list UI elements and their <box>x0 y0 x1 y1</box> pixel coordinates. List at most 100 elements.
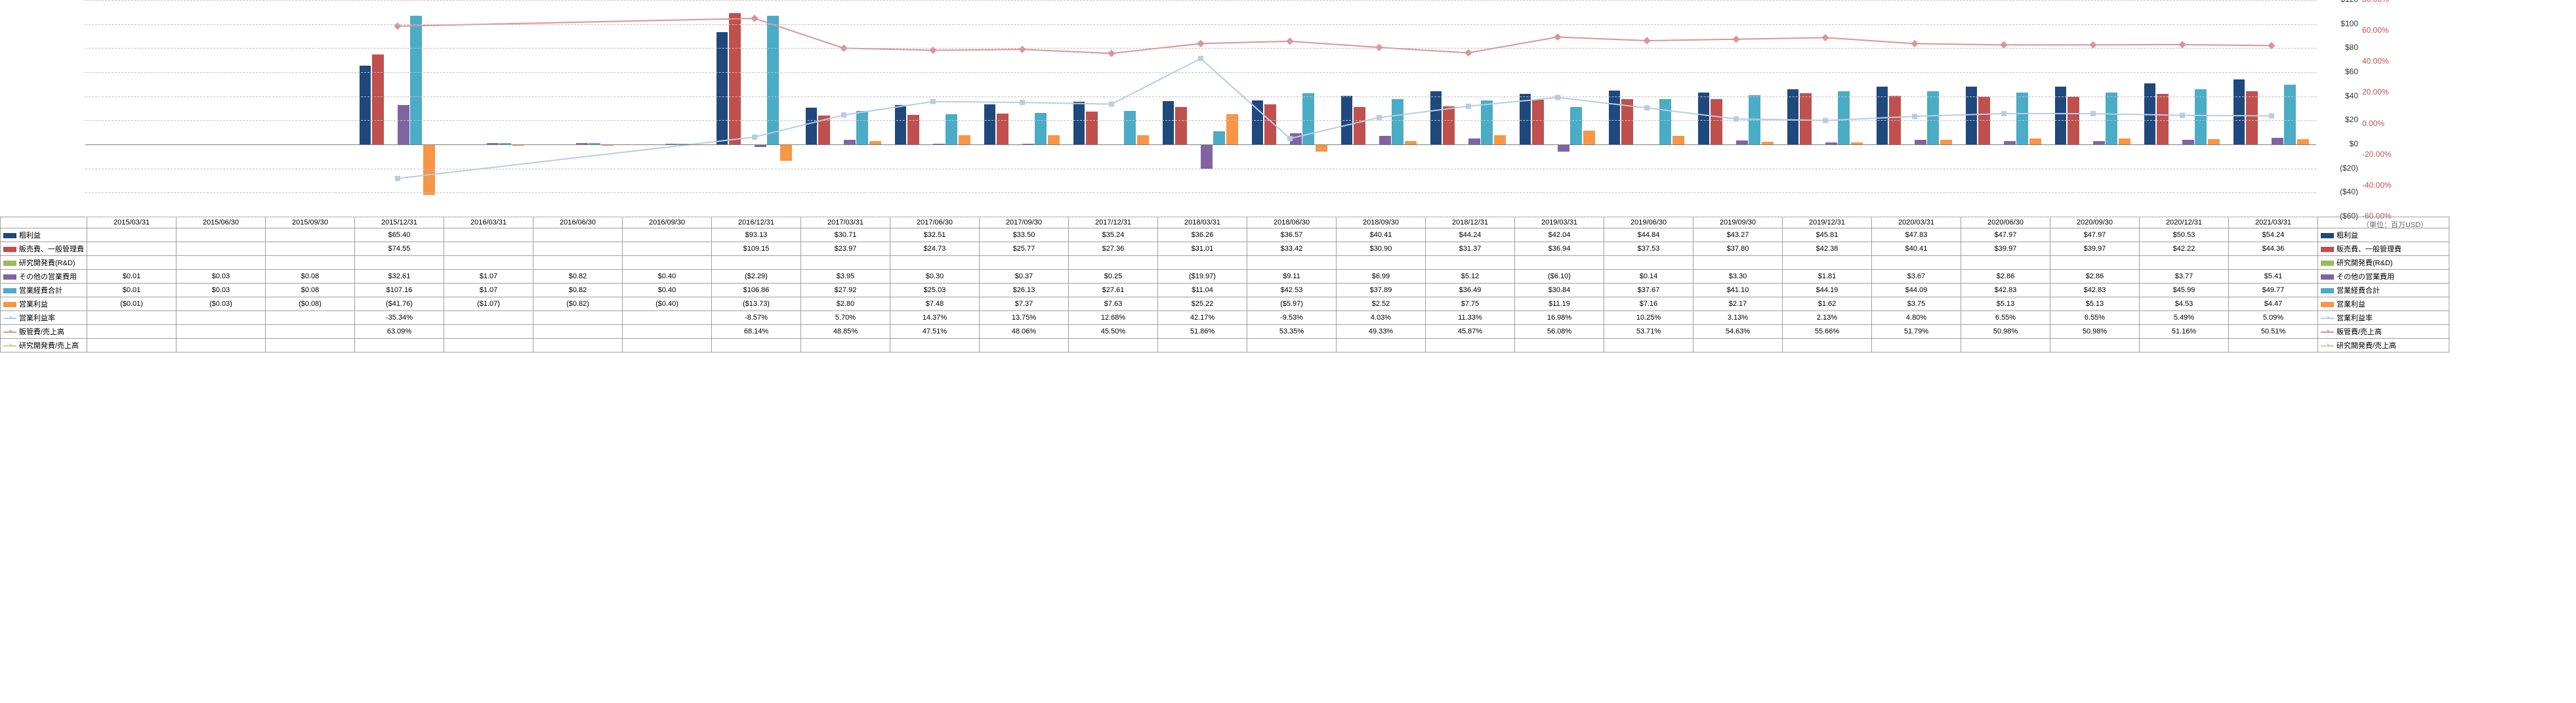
period-header: 2018/06/30 <box>1247 217 1337 228</box>
bar-opinc <box>2119 138 2130 144</box>
period-header: 2017/12/31 <box>1069 217 1158 228</box>
bar-gross <box>2233 79 2245 144</box>
legend-sgarev: 販管費/売上高 <box>1 325 87 339</box>
bar-opinc <box>2029 138 2041 144</box>
period-header: 2021/03/31 <box>2229 217 2318 228</box>
bar-sga <box>1354 107 1365 144</box>
period-header: 2016/09/30 <box>623 217 712 228</box>
bar-opinc <box>1137 135 1149 144</box>
period-header: 2016/12/31 <box>712 217 801 228</box>
chart-container: ($60)($40)($20)$0$20$40$60$80$100$120 -6… <box>0 0 2576 703</box>
legend-opinc: 営業利益 <box>1 297 87 311</box>
bar-gross <box>806 108 818 144</box>
bar-gross <box>717 32 728 144</box>
period-header: 2020/12/31 <box>2140 217 2229 228</box>
legend-opmargin: 営業利益率 <box>1 311 87 325</box>
data-table: 2015/03/312015/06/302015/09/302015/12/31… <box>0 217 2449 352</box>
bar-opex <box>1927 91 1939 144</box>
period-header: 2019/06/30 <box>1604 217 1693 228</box>
period-header: 2017/03/31 <box>801 217 890 228</box>
bar-sga <box>1086 112 1098 144</box>
bar-opinc <box>1226 114 1238 144</box>
bar-opinc <box>780 144 792 161</box>
bar-opex <box>1570 107 1582 144</box>
plot-area <box>85 0 2316 217</box>
bar-opinc <box>1940 140 1952 144</box>
legend-opex: 営業経費合計 <box>1 284 87 297</box>
legend-rnd: 研究開発費(R&D) <box>2318 256 2449 270</box>
bar-opex <box>1035 113 1047 144</box>
bar-opex <box>2284 85 2296 144</box>
period-header: 2015/12/31 <box>355 217 444 228</box>
legend-rnd: 研究開発費(R&D) <box>1 256 87 270</box>
period-header: 2020/06/30 <box>1961 217 2050 228</box>
bar-opex <box>1392 99 1403 144</box>
bar-gross <box>1966 87 1978 144</box>
bar-sga <box>1264 104 1276 144</box>
legend-other: その他の営業費用 <box>2318 270 2449 284</box>
bar-sga <box>997 114 1008 144</box>
bar-other <box>1290 133 1302 144</box>
period-header: 2015/03/31 <box>87 217 177 228</box>
bar-gross <box>1787 89 1799 144</box>
legend-rndrev: 研究開発費/売上高 <box>1 339 87 352</box>
bar-gross <box>1698 93 1710 144</box>
period-header: 2017/06/30 <box>890 217 980 228</box>
period-header: 2018/03/31 <box>1158 217 1247 228</box>
bar-gross <box>1163 101 1174 144</box>
bar-gross <box>360 66 371 144</box>
bar-sga <box>2157 94 2169 144</box>
bar-gross <box>2144 83 2156 144</box>
bar-opex <box>1838 91 1850 144</box>
bar-gross <box>1520 94 1531 144</box>
period-header: 2015/09/30 <box>266 217 355 228</box>
bar-sga <box>1621 99 1633 144</box>
bar-gross <box>1252 100 1264 144</box>
bar-other <box>1379 136 1391 144</box>
legend-gross: 粗利益 <box>1 228 87 242</box>
bar-opinc <box>1583 131 1595 144</box>
period-header: 2019/09/30 <box>1693 217 1783 228</box>
bar-other <box>1558 144 1569 152</box>
bar-other <box>2182 140 2194 144</box>
bar-other <box>1468 138 1480 144</box>
period-header: 2018/12/31 <box>1426 217 1515 228</box>
legend-sgarev: 販管費/売上高 <box>2318 325 2449 339</box>
period-header: 2018/09/30 <box>1337 217 1426 228</box>
bar-gross <box>1430 91 1442 144</box>
bar-other <box>844 140 856 144</box>
bar-opex <box>767 16 779 144</box>
bar-sga <box>729 13 741 144</box>
bar-sga <box>1532 100 1544 144</box>
bar-opex <box>1749 95 1760 144</box>
period-header: 2019/03/31 <box>1515 217 1604 228</box>
bar-opinc <box>2208 139 2220 144</box>
bar-opinc <box>1672 136 1684 144</box>
bar-opex <box>2106 93 2117 144</box>
bar-opex <box>1124 111 1136 144</box>
period-header: 2017/09/30 <box>980 217 1069 228</box>
period-header: 2020/03/31 <box>1872 217 1961 228</box>
legend-rndrev: 研究開発費/売上高 <box>2318 339 2449 352</box>
data-table-wrap: 2015/03/312015/06/302015/09/302015/12/31… <box>0 217 2449 352</box>
bar-opex <box>1302 93 1314 144</box>
bar-opex <box>1481 100 1493 144</box>
bar-opinc <box>2297 139 2309 144</box>
period-header: 2019/12/31 <box>1783 217 1872 228</box>
bar-gross <box>1609 91 1621 144</box>
bar-sga <box>372 54 384 144</box>
bar-opinc <box>423 144 435 195</box>
bar-gross <box>1877 87 1888 144</box>
bar-opinc <box>1048 135 1060 144</box>
bar-sga <box>2246 91 2258 144</box>
bar-sga <box>1175 107 1187 144</box>
legend-sga: 販売費、一般管理費 <box>2318 242 2449 256</box>
period-header: 2016/06/30 <box>533 217 623 228</box>
bar-gross <box>984 104 996 144</box>
bar-opinc <box>1494 135 1506 144</box>
period-header: 2016/03/31 <box>444 217 533 228</box>
period-header: 2015/06/30 <box>177 217 266 228</box>
bar-opex <box>1659 99 1671 144</box>
bar-sga <box>1443 106 1455 144</box>
bar-opex <box>2195 89 2207 144</box>
